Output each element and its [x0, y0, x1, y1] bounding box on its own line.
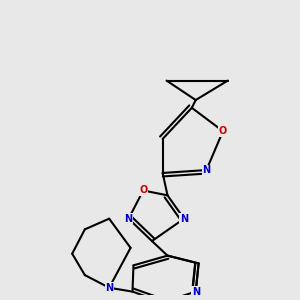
Text: N: N	[180, 214, 188, 224]
Text: N: N	[105, 283, 113, 293]
Text: N: N	[124, 214, 133, 224]
Text: N: N	[192, 286, 200, 297]
Text: N: N	[202, 165, 211, 175]
Text: O: O	[139, 185, 147, 196]
Text: O: O	[219, 126, 227, 136]
